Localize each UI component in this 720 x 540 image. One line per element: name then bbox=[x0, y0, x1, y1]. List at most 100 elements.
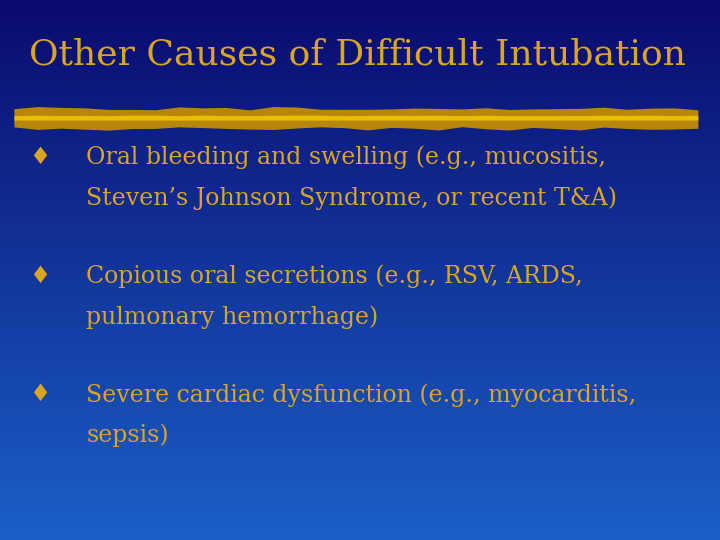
Bar bbox=[0, 100, 720, 103]
Bar bbox=[0, 381, 720, 383]
Bar bbox=[0, 235, 720, 238]
Bar bbox=[0, 16, 720, 19]
Bar bbox=[0, 319, 720, 321]
Bar bbox=[0, 246, 720, 248]
Bar bbox=[0, 32, 720, 35]
Bar bbox=[0, 289, 720, 292]
Bar bbox=[0, 86, 720, 89]
Bar bbox=[0, 432, 720, 435]
Bar bbox=[0, 94, 720, 97]
Bar bbox=[0, 402, 720, 405]
Bar bbox=[0, 524, 720, 526]
Bar bbox=[0, 267, 720, 270]
Bar bbox=[0, 483, 720, 486]
Bar bbox=[0, 116, 720, 119]
Bar bbox=[0, 243, 720, 246]
Bar bbox=[0, 332, 720, 335]
Bar bbox=[0, 316, 720, 319]
Bar bbox=[0, 202, 720, 205]
Bar bbox=[0, 310, 720, 313]
Bar bbox=[0, 70, 720, 73]
Bar bbox=[0, 178, 720, 181]
Bar bbox=[0, 43, 720, 46]
Bar bbox=[0, 135, 720, 138]
Bar bbox=[0, 489, 720, 491]
Bar bbox=[0, 443, 720, 445]
Bar bbox=[0, 46, 720, 49]
Bar bbox=[0, 284, 720, 286]
Text: ♦: ♦ bbox=[29, 146, 50, 169]
Bar bbox=[0, 0, 720, 3]
Bar bbox=[0, 451, 720, 454]
Polygon shape bbox=[14, 116, 698, 120]
Text: pulmonary hemorrhage): pulmonary hemorrhage) bbox=[86, 305, 379, 329]
Bar bbox=[0, 184, 720, 186]
Bar bbox=[0, 119, 720, 122]
Bar bbox=[0, 502, 720, 505]
Bar bbox=[0, 348, 720, 351]
Bar bbox=[0, 173, 720, 176]
Text: sepsis): sepsis) bbox=[86, 424, 169, 448]
Bar bbox=[0, 124, 720, 127]
Bar bbox=[0, 494, 720, 497]
Bar bbox=[0, 413, 720, 416]
Bar bbox=[0, 408, 720, 410]
Bar bbox=[0, 92, 720, 94]
Bar bbox=[0, 181, 720, 184]
Bar bbox=[0, 81, 720, 84]
Bar bbox=[0, 454, 720, 456]
Bar bbox=[0, 84, 720, 86]
Bar bbox=[0, 516, 720, 518]
Bar bbox=[0, 375, 720, 378]
Bar bbox=[0, 238, 720, 240]
Bar bbox=[0, 324, 720, 327]
Bar bbox=[0, 68, 720, 70]
Bar bbox=[0, 248, 720, 251]
Bar bbox=[0, 437, 720, 440]
Bar bbox=[0, 456, 720, 459]
Bar bbox=[0, 335, 720, 338]
Text: Copious oral secretions (e.g., RSV, ARDS,: Copious oral secretions (e.g., RSV, ARDS… bbox=[86, 265, 583, 288]
Bar bbox=[0, 5, 720, 8]
Bar bbox=[0, 227, 720, 229]
Bar bbox=[0, 405, 720, 408]
Bar bbox=[0, 389, 720, 392]
Bar bbox=[0, 410, 720, 413]
Bar bbox=[0, 397, 720, 400]
Bar bbox=[0, 300, 720, 302]
Bar bbox=[0, 435, 720, 437]
Bar bbox=[0, 270, 720, 273]
Bar bbox=[0, 259, 720, 262]
Bar bbox=[0, 240, 720, 243]
Bar bbox=[0, 308, 720, 310]
Text: Steven’s Johnson Syndrome, or recent T&A): Steven’s Johnson Syndrome, or recent T&A… bbox=[86, 186, 618, 210]
Bar bbox=[0, 500, 720, 502]
Bar bbox=[0, 446, 720, 448]
Bar bbox=[0, 103, 720, 105]
Bar bbox=[0, 513, 720, 516]
Bar bbox=[0, 362, 720, 364]
Text: ♦: ♦ bbox=[29, 265, 50, 288]
Bar bbox=[0, 208, 720, 211]
Bar bbox=[0, 505, 720, 508]
Bar bbox=[0, 421, 720, 424]
Bar bbox=[0, 122, 720, 124]
Bar bbox=[0, 97, 720, 100]
Bar bbox=[0, 275, 720, 278]
Bar bbox=[0, 356, 720, 359]
Bar bbox=[0, 51, 720, 54]
Bar bbox=[0, 370, 720, 373]
Bar bbox=[0, 467, 720, 470]
Bar bbox=[0, 22, 720, 24]
Bar bbox=[0, 464, 720, 467]
Bar bbox=[0, 392, 720, 394]
Bar bbox=[0, 378, 720, 381]
Bar bbox=[0, 302, 720, 305]
Bar bbox=[0, 418, 720, 421]
Polygon shape bbox=[14, 107, 698, 131]
Bar bbox=[0, 197, 720, 200]
Text: ♦: ♦ bbox=[29, 383, 50, 407]
Bar bbox=[0, 200, 720, 202]
Bar bbox=[0, 472, 720, 475]
Bar bbox=[0, 273, 720, 275]
